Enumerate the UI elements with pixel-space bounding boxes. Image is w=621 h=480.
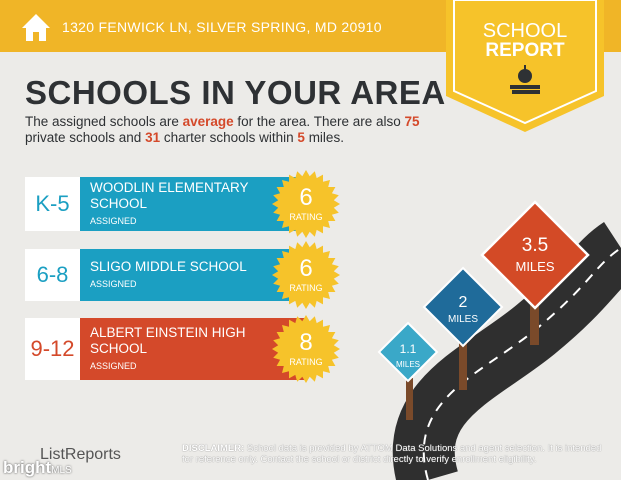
sign-1: [377, 321, 439, 383]
apple-book-icon: [510, 65, 540, 94]
disclaimer: DISCLAIMER: School data is provided by A…: [182, 443, 607, 465]
title: SCHOOLS IN YOUR AREA: [25, 74, 446, 111]
text: The assigned schools are: [25, 114, 183, 129]
rating-badge: [272, 241, 340, 309]
badge-line-1: SCHOOL: [483, 20, 567, 42]
school-name-text: ALBERT EINSTEIN HIGH SCHOOL: [90, 324, 246, 356]
text: for the area. There are also: [233, 114, 405, 129]
rating-label: RATING: [289, 212, 323, 222]
badge-outline: [453, 0, 597, 125]
rating-value: 8: [299, 329, 313, 356]
school-name: ALBERT EINSTEIN HIGH SCHOOL ASSIGNED: [90, 325, 275, 374]
distance-value: 1.1: [400, 342, 417, 356]
rating-badge: [272, 315, 340, 383]
grade-range: 9-12: [25, 318, 80, 380]
highlight: 75: [404, 114, 420, 129]
school-name: WOODLIN ELEMENTARY SCHOOL ASSIGNED: [90, 180, 275, 229]
school-rows: [80, 170, 340, 383]
watermark-text: bright: [3, 458, 52, 477]
text: miles.: [304, 130, 344, 145]
watermark: brightMLS: [3, 458, 72, 478]
text: private schools and: [25, 130, 146, 145]
distance-value: 3.5: [522, 235, 548, 256]
school-name-text: WOODLIN ELEMENTARY SCHOOL: [90, 179, 249, 211]
sign-2: [422, 266, 504, 348]
road: [392, 222, 621, 480]
grade-range: 6-8: [25, 249, 80, 301]
highlight: 31: [145, 130, 161, 145]
text: charter schools within: [160, 130, 298, 145]
distance-unit: MILES: [515, 259, 554, 274]
badge-line-2: REPORT: [485, 40, 565, 61]
school-status: ASSIGNED: [90, 215, 137, 226]
highlight: average: [182, 114, 234, 129]
rating-label: RATING: [289, 283, 323, 293]
distance-value: 2: [459, 294, 468, 311]
sign-3: [480, 200, 590, 310]
rating-label: RATING: [289, 357, 323, 367]
distance-unit: MILES: [396, 360, 420, 369]
school-name: SLIGO MIDDLE SCHOOL ASSIGNED: [90, 259, 275, 292]
rating-value: 6: [299, 184, 313, 211]
rating-badge: [272, 170, 340, 238]
logo: ListReports: [40, 446, 121, 463]
school-bar: [80, 318, 305, 380]
address: 1320 FENWICK LN, SILVER SPRING, MD 20910: [62, 19, 382, 35]
highlight: 5: [297, 130, 305, 145]
rating-value: 6: [299, 255, 313, 282]
watermark-text: MLS: [51, 465, 72, 476]
house-icon: [22, 14, 50, 41]
school-name-text: SLIGO MIDDLE SCHOOL: [90, 258, 247, 274]
school-bar: [80, 249, 305, 301]
disclaimer-label: DISCLAIMER:: [182, 443, 245, 454]
distance-unit: MILES: [448, 314, 478, 325]
school-status: ASSIGNED: [90, 278, 137, 289]
disclaimer-text: School data is provided by ATTOM Data So…: [182, 443, 602, 465]
school-status: ASSIGNED: [90, 360, 137, 371]
school-bar: [80, 177, 305, 231]
sign-posts: [406, 300, 539, 420]
summary: The assigned schools are average for the…: [25, 114, 420, 146]
grade-range: K-5: [25, 177, 80, 231]
